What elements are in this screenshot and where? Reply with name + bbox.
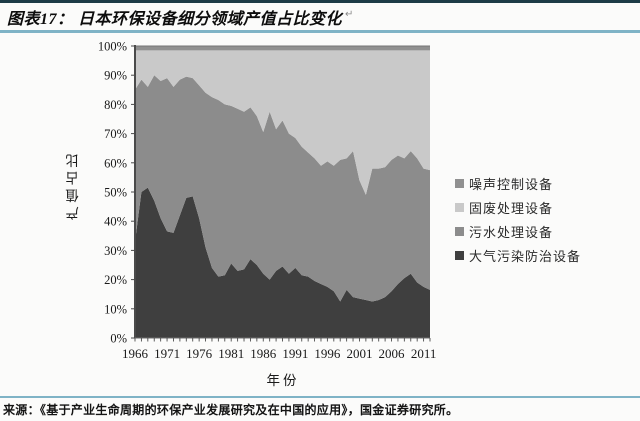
x-axis-title: 年份 [266,373,300,388]
legend-item-noise-control: 噪声控制设备 [455,171,581,195]
x-tick-label: 2011 [411,346,437,361]
y-tick-label: 60% [104,156,127,170]
y-tick-label: 10% [104,302,127,316]
area-series-noise [135,46,430,51]
legend-label-air-pollution: 大气污染防治设备 [469,248,582,264]
x-tick-label: 1976 [186,346,213,361]
area-series-solid [135,50,430,195]
area-series-air [135,187,430,338]
x-tick-label: 1986 [250,346,277,361]
x-tick-label: 1966 [122,346,149,361]
legend-swatch-sewage [455,226,464,236]
legend-item-air-pollution: 大气污染防治设备 [455,243,581,267]
y-tick-label: 100% [98,40,127,54]
y-tick-label: 0% [110,332,127,346]
legend-label-noise-control: 噪声控制设备 [469,176,554,192]
figure-header: 图表17： 日本环保设备细分领域产值占比变化 ↵ [0,0,640,33]
y-tick-label: 40% [104,215,127,229]
y-axis-title: 产值占比 [66,150,81,220]
legend-item-solid-waste: 固废处理设备 [455,195,581,219]
x-tick-label: 1996 [314,346,341,361]
x-tick-label: 2006 [379,346,406,361]
source-text: 来源：《基于产业生命周期的环保产业发展研究及在中国的应用》，国金证券研究所。 [3,403,459,417]
chart-legend: 噪声控制设备 固废处理设备 污水处理设备 大气污染防治设备 [455,171,581,267]
legend-swatch-air-pollution [455,250,464,260]
figure-title: 图表17： 日本环保设备细分领域产值占比变化 [7,10,343,28]
y-tick-label: 20% [104,273,127,287]
y-tick-label: 30% [104,244,127,258]
legend-label-solid-waste: 固废处理设备 [469,200,554,216]
x-tick-label: 1981 [218,346,244,361]
y-tick-label: 50% [104,186,127,200]
source-footer: 来源：《基于产业生命周期的环保产业发展研究及在中国的应用》，国金证券研究所。 [0,396,640,421]
legend-swatch-noise-control [455,178,464,188]
legend-item-sewage: 污水处理设备 [455,219,581,243]
x-tick-label: 1971 [154,346,180,361]
paragraph-return-mark: ↵ [345,9,354,20]
x-tick-label: 1991 [282,346,308,361]
y-tick-label: 80% [104,98,127,112]
y-tick-label: 70% [104,127,127,141]
legend-label-sewage: 污水处理设备 [469,224,554,240]
area-series-sewage [135,75,430,302]
y-tick-label: 90% [104,69,127,83]
legend-swatch-solid-waste [455,202,464,212]
x-tick-label: 2001 [346,346,372,361]
